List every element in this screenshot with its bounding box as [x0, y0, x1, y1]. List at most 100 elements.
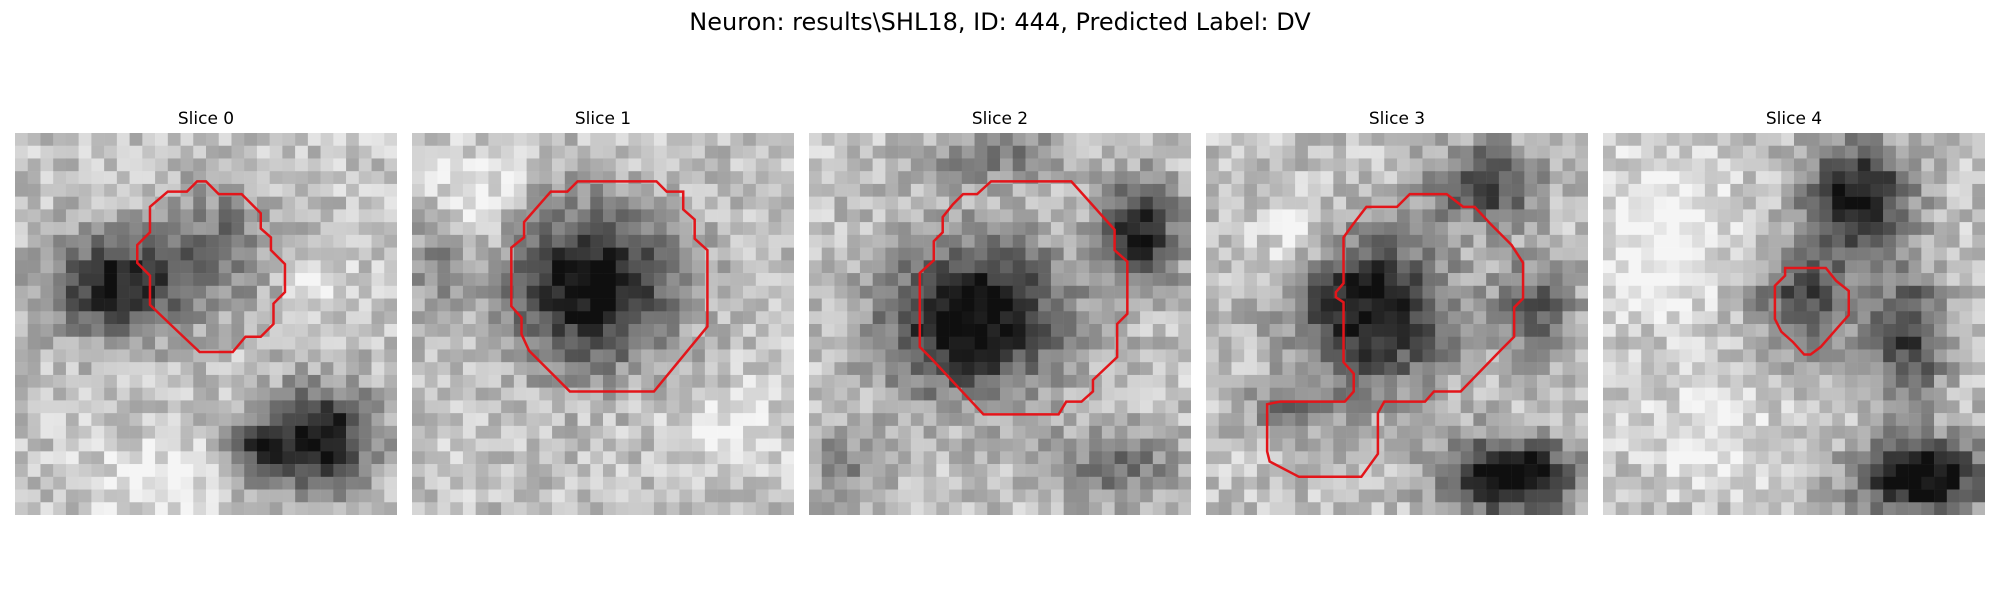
pixel — [717, 145, 731, 159]
pixel — [1231, 400, 1245, 414]
pixel — [1435, 464, 1449, 478]
pixel — [641, 247, 655, 261]
pixel — [104, 502, 118, 515]
pixel — [333, 273, 347, 287]
pixel — [358, 476, 372, 490]
pixel — [1076, 260, 1090, 274]
pixel — [53, 413, 67, 427]
pixel — [1346, 298, 1360, 312]
pixel — [1178, 145, 1191, 159]
pixel — [743, 285, 757, 299]
pixel — [244, 438, 258, 452]
pixel — [666, 349, 680, 363]
pixel — [1628, 260, 1642, 274]
pixel — [1870, 171, 1884, 185]
pixel — [949, 400, 963, 414]
pixel — [1844, 336, 1858, 350]
pixel — [809, 502, 822, 515]
pixel — [1549, 387, 1563, 401]
pixel — [564, 324, 578, 337]
pixel — [1012, 336, 1026, 350]
pixel — [974, 158, 988, 172]
pixel — [475, 171, 489, 185]
pixel — [501, 311, 515, 325]
pixel — [730, 438, 744, 452]
pixel — [1883, 234, 1897, 248]
pixel — [768, 489, 782, 503]
pixel — [949, 247, 963, 261]
pixel — [961, 324, 975, 337]
pixel — [847, 400, 861, 414]
pixel — [1562, 183, 1576, 197]
pixel — [1794, 298, 1807, 312]
pixel — [1883, 362, 1897, 376]
pixel — [244, 502, 258, 515]
pixel — [142, 400, 156, 414]
pixel — [1473, 413, 1487, 427]
pixel — [1218, 133, 1232, 146]
pixel — [437, 476, 451, 490]
pixel — [1038, 209, 1052, 223]
pixel — [501, 438, 515, 452]
pixel — [206, 400, 219, 414]
pixel — [371, 234, 385, 248]
pixel — [358, 387, 372, 401]
pixel — [193, 298, 207, 312]
pixel — [320, 464, 334, 478]
pixel — [1819, 273, 1833, 287]
pixel — [717, 158, 731, 172]
pixel — [1422, 451, 1436, 465]
pixel — [501, 222, 515, 236]
pixel — [743, 171, 757, 185]
pixel — [1152, 133, 1166, 146]
pixel — [847, 374, 861, 388]
pixel — [295, 298, 309, 312]
pixel — [1972, 196, 1985, 210]
pixel — [371, 311, 385, 325]
pixel — [384, 324, 397, 337]
pixel — [653, 387, 667, 401]
pixel — [910, 324, 924, 337]
pixel — [424, 425, 438, 439]
pixel — [679, 273, 693, 287]
pixel — [269, 285, 283, 299]
pixel — [488, 260, 502, 274]
pixel — [1012, 183, 1026, 197]
pixel — [1320, 222, 1334, 236]
pixel — [1730, 438, 1744, 452]
pixel — [898, 336, 912, 350]
pixel — [1231, 171, 1245, 185]
pixel — [539, 374, 553, 388]
pixel — [1730, 298, 1744, 312]
pixel — [1959, 349, 1973, 363]
pixel — [1231, 285, 1245, 299]
pixel — [1575, 145, 1588, 159]
pixel — [437, 247, 451, 261]
pixel — [269, 336, 283, 350]
pixel — [167, 476, 181, 490]
pixel — [1165, 476, 1179, 490]
pixel — [218, 298, 232, 312]
pixel — [218, 374, 232, 388]
pixel — [1063, 145, 1077, 159]
pixel — [590, 489, 604, 503]
pixel — [1397, 451, 1410, 465]
pixel — [539, 171, 553, 185]
pixel — [384, 234, 397, 248]
pixel — [1447, 285, 1461, 299]
pixel — [1768, 374, 1782, 388]
pixel — [1946, 425, 1960, 439]
pixel — [590, 464, 604, 478]
pixel — [1844, 425, 1858, 439]
pixel — [1921, 502, 1935, 515]
pixel — [974, 311, 988, 325]
pixel — [1435, 400, 1449, 414]
pixel — [412, 387, 425, 401]
pixel — [371, 273, 385, 287]
pixel — [1908, 489, 1922, 503]
pixel — [1679, 260, 1693, 274]
pixel — [78, 234, 92, 248]
pixel — [475, 196, 489, 210]
pixel — [834, 273, 848, 287]
pixel — [155, 374, 169, 388]
